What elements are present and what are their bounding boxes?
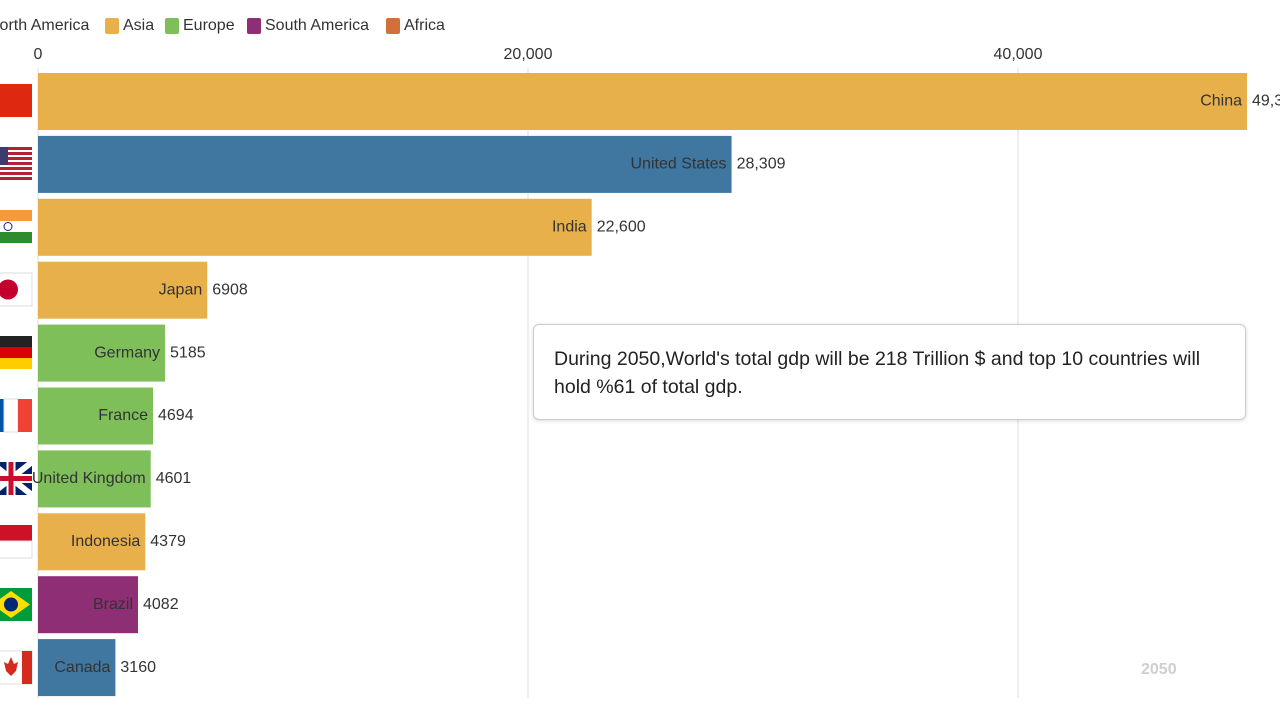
value-label: 6908 bbox=[212, 281, 248, 298]
x-tick-label: 0 bbox=[34, 46, 43, 63]
bar bbox=[38, 324, 166, 382]
legend-label: South America bbox=[265, 17, 369, 34]
bar bbox=[38, 261, 208, 319]
bar bbox=[38, 198, 592, 256]
bar-label: India bbox=[552, 219, 587, 236]
bar bbox=[38, 639, 116, 697]
bar-label: Brazil bbox=[93, 596, 133, 613]
flag-india bbox=[0, 210, 32, 243]
flag-us bbox=[0, 147, 32, 180]
legend-label: North America bbox=[0, 17, 89, 34]
value-label: 5185 bbox=[170, 344, 206, 361]
flag-indonesia bbox=[0, 525, 33, 559]
flags bbox=[0, 84, 34, 685]
flag-japan bbox=[0, 272, 33, 307]
bar-label: United States bbox=[631, 156, 727, 173]
bar-label: Germany bbox=[94, 344, 160, 361]
flag-china bbox=[0, 84, 32, 117]
bar bbox=[38, 135, 732, 193]
bar bbox=[38, 450, 151, 508]
flag-germany bbox=[0, 336, 32, 369]
value-label: 3160 bbox=[120, 659, 156, 676]
bar bbox=[38, 387, 154, 445]
flag-france bbox=[0, 398, 32, 433]
x-tick-label: 40,000 bbox=[994, 46, 1043, 63]
bar bbox=[38, 513, 146, 571]
value-label: 4082 bbox=[143, 596, 179, 613]
value-label: 4379 bbox=[150, 533, 186, 550]
bar bbox=[38, 73, 1248, 130]
value-label: 28,309 bbox=[737, 156, 786, 173]
bar-label: Canada bbox=[54, 659, 110, 676]
value-label: 4694 bbox=[158, 407, 194, 424]
legend-swatch bbox=[386, 18, 400, 34]
bar-label: Indonesia bbox=[71, 533, 140, 550]
bar-label: China bbox=[1200, 93, 1242, 110]
x-tick-label: 20,000 bbox=[504, 46, 553, 63]
year-label: 2050 bbox=[1141, 661, 1177, 678]
legend-label: Europe bbox=[183, 17, 235, 34]
bar bbox=[38, 576, 139, 634]
bar-label: United Kingdom bbox=[32, 470, 146, 487]
flag-brazil bbox=[0, 588, 32, 621]
bar-label: France bbox=[98, 407, 148, 424]
legend-swatch bbox=[105, 18, 119, 34]
legend-swatch bbox=[165, 18, 179, 34]
value-label: 22,600 bbox=[597, 219, 646, 236]
bar-label: Japan bbox=[159, 281, 203, 298]
annotation: During 2050,World's total gdp will be 21… bbox=[533, 324, 1246, 420]
flag-uk bbox=[0, 459, 34, 498]
legend-swatch bbox=[247, 18, 261, 34]
value-label: 49,347 bbox=[1252, 93, 1280, 110]
value-label: 4601 bbox=[156, 470, 192, 487]
legend-label: Africa bbox=[404, 17, 445, 34]
legend-label: Asia bbox=[123, 17, 154, 34]
flag-canada bbox=[0, 650, 33, 685]
